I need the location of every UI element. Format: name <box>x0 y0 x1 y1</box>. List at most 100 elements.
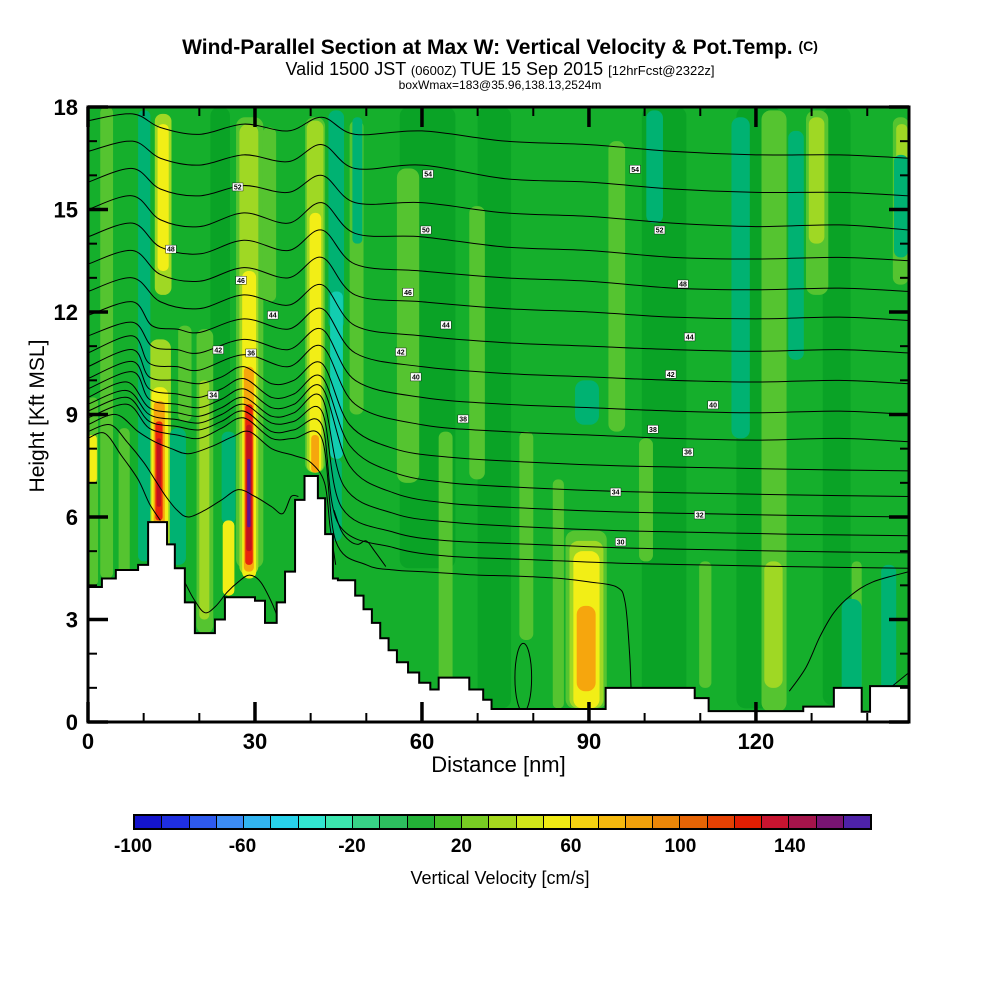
colorbar-segment <box>462 816 490 828</box>
contour-label: 40 <box>412 375 420 382</box>
contour-line <box>88 432 161 521</box>
contour-label-box <box>682 447 694 457</box>
colorbar-tick-label: 140 <box>774 836 806 857</box>
x-tick-label: 60 <box>410 729 434 754</box>
colorbar-segment <box>298 816 326 828</box>
contour-label: 34 <box>612 490 620 497</box>
contour-line <box>88 167 909 231</box>
velocity-streak <box>329 458 342 541</box>
contour-label: 34 <box>209 393 217 400</box>
colorbar-tick-label: -60 <box>228 836 257 857</box>
contour-label: 48 <box>679 282 687 289</box>
colorbar-segment <box>516 816 544 828</box>
terrain-outline <box>88 475 909 713</box>
velocity-streak <box>699 561 712 688</box>
velocity-streak <box>262 127 277 302</box>
colorbar-segment <box>244 816 272 828</box>
contour-label-box <box>420 225 432 235</box>
contour-label-box <box>212 345 224 355</box>
chart-title-units: (C) <box>798 38 818 54</box>
colorbar-segment <box>271 816 299 828</box>
x-axis-title: Distance [nm] <box>431 752 566 777</box>
colorbar-tick-label: 20 <box>450 836 473 857</box>
velocity-streak <box>731 117 750 439</box>
chart-title-text: Wind-Parallel Section at Max W: Vertical… <box>182 36 793 59</box>
contour-line <box>88 335 909 443</box>
contour-label-box <box>694 510 706 520</box>
colorbar-segment <box>216 816 245 828</box>
y-tick-label: 18 <box>54 95 78 120</box>
contour-label-box <box>207 390 219 400</box>
contour-line <box>88 321 909 415</box>
contour-label: 52 <box>656 228 664 235</box>
contour-label-box <box>267 310 279 320</box>
x-tick-label: 120 <box>738 729 775 754</box>
y-tick-label: 6 <box>66 505 78 530</box>
chart-subtitle-part: (0600Z) <box>410 63 461 78</box>
contour-label-box <box>677 279 689 289</box>
contour-line <box>333 510 387 567</box>
contour-label: 40 <box>709 403 717 410</box>
colorbar-segment <box>543 816 572 828</box>
contour-line <box>88 195 909 262</box>
contour-label-box <box>402 287 414 297</box>
colorbar-segment <box>762 816 790 828</box>
contour-label: 52 <box>234 185 242 192</box>
x-tick-label: 0 <box>82 729 94 754</box>
contour-label-box <box>232 182 244 192</box>
velocity-streak <box>575 380 599 425</box>
contour-line <box>788 571 909 692</box>
contour-label-box <box>629 164 641 174</box>
contour-label: 48 <box>167 247 175 254</box>
contour-label-box <box>615 537 627 547</box>
colorbar-tick-label: -20 <box>338 836 366 857</box>
velocity-streak <box>100 107 114 579</box>
velocity-streak <box>893 154 908 258</box>
velocity-streak <box>311 435 319 473</box>
terrain <box>88 476 909 722</box>
colorbar-segment <box>380 816 408 828</box>
velocity-streak <box>761 110 787 712</box>
velocity-streak <box>639 438 653 562</box>
colorbar-segment <box>598 816 626 828</box>
velocity-streak <box>221 431 236 524</box>
contour-line <box>88 371 909 518</box>
y-axis-title: Height [Kft MSL] <box>26 339 49 493</box>
colorbar-title: Vertical Velocity [cm/s] <box>410 868 590 888</box>
contour-label-box <box>165 244 177 254</box>
contour-line <box>88 390 909 554</box>
chart-title: Wind-Parallel Section at Max W: Vertical… <box>0 36 1000 60</box>
velocity-streak <box>608 141 626 432</box>
contour-label-box <box>610 487 622 497</box>
contour-line <box>88 277 909 354</box>
velocity-streak <box>841 599 862 705</box>
colorbar-segment <box>325 816 354 828</box>
contour-line <box>88 361 909 497</box>
velocity-streak <box>881 564 897 699</box>
colorbar <box>133 814 872 830</box>
contour-label-box <box>647 424 659 434</box>
contour-label-box <box>235 276 247 285</box>
y-tick-label: 15 <box>54 198 78 223</box>
contour-label: 38 <box>459 417 467 424</box>
colorbar-segment <box>707 816 735 828</box>
contour-label-box <box>422 169 434 179</box>
contour-label-box <box>654 225 666 235</box>
colorbar-segment <box>680 816 708 828</box>
contour-label-box <box>410 372 422 382</box>
colorbar-tick-label: -100 <box>113 836 153 857</box>
chart-subtitle-part: Valid 1500 JST <box>285 59 411 79</box>
contour-line <box>88 113 909 159</box>
x-tick-label: 30 <box>243 729 267 754</box>
velocity-streak <box>822 107 851 705</box>
colorbar-segment <box>571 816 599 828</box>
velocity-streak <box>519 431 534 640</box>
velocity-streak <box>808 117 825 244</box>
velocity-streak <box>118 428 130 586</box>
contour-label-box <box>440 320 452 330</box>
velocity-streak <box>88 435 97 483</box>
contour-line <box>88 249 909 322</box>
y-tick-label: 0 <box>66 710 78 735</box>
colorbar-segment <box>816 816 844 828</box>
